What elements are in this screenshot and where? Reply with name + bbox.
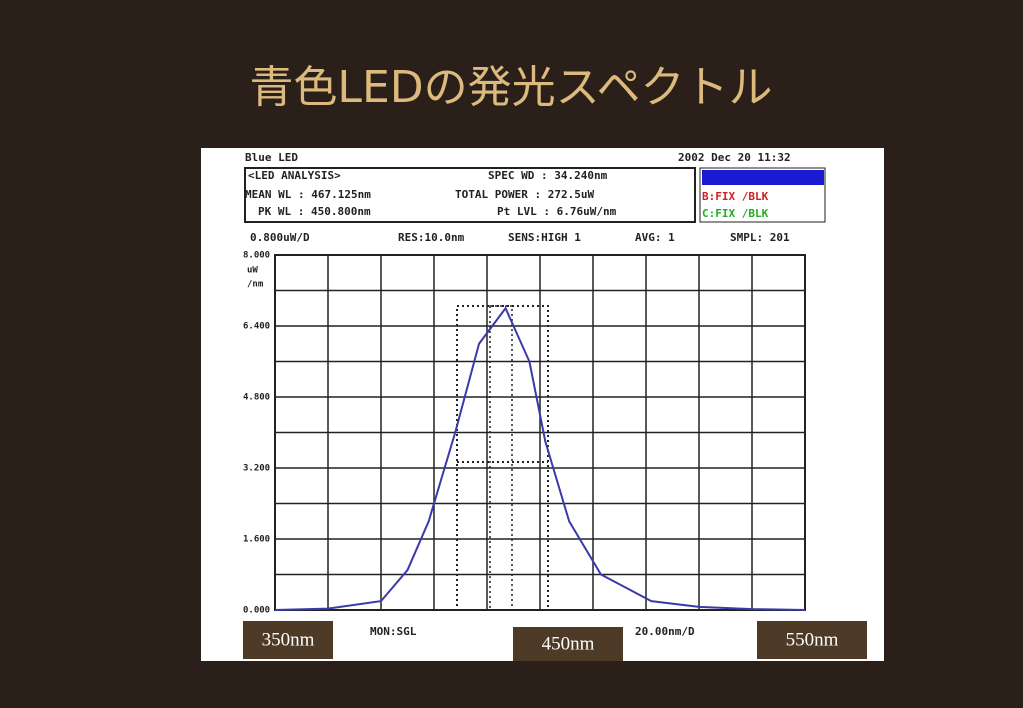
annotation: MEAN WL : 467.125nm <box>245 188 371 201</box>
grid <box>274 254 806 611</box>
annotation: RES:10.0nm <box>398 231 465 244</box>
annotation: 2002 Dec 20 11:32 <box>678 151 791 164</box>
y-axis-label: /nm <box>247 280 264 290</box>
annotation: MON:SGL <box>370 625 417 638</box>
annotation: Pt LVL : 6.76uW/nm <box>497 205 617 218</box>
axis-note-box <box>243 621 333 659</box>
y-tick-label: 0.000 <box>243 606 270 616</box>
axis-note: 450nm <box>542 633 595 654</box>
y-tick-label: 4.800 <box>243 393 270 403</box>
screenshot <box>201 148 884 661</box>
axis-note-box <box>757 621 867 659</box>
y-tick-label: 3.200 <box>243 464 270 474</box>
spectrum-line <box>274 306 806 611</box>
annotation: TOTAL POWER : 272.5uW <box>455 188 594 201</box>
axis-note: 350nm <box>262 629 315 650</box>
annotation: 0.800uW/D <box>250 231 310 244</box>
annotation: <LED ANALYSIS> <box>248 169 341 182</box>
y-axis-label: uW <box>247 266 258 276</box>
annotation: Blue LED <box>245 151 298 164</box>
annotation: PK WL : 450.800nm <box>258 205 371 218</box>
marks <box>274 306 806 611</box>
y-tick-label: 6.400 <box>243 322 270 332</box>
y-tick-label: 8.000 <box>243 251 270 261</box>
axis-note-box <box>513 627 623 661</box>
annotation: SPEC WD : 34.240nm <box>488 169 608 182</box>
annotation: AVG: 1 <box>635 231 675 244</box>
legend-swatch <box>702 170 824 185</box>
annotation: B:FIX /BLK <box>702 190 769 203</box>
annotation: C:FIX /BLK <box>702 207 769 220</box>
y-tick-label: 1.600 <box>243 535 270 545</box>
annotation: SMPL: 201 <box>730 231 790 244</box>
legend-box <box>699 167 826 223</box>
annotation: SENS:HIGH 1 <box>508 231 581 244</box>
annotation: 20.00nm/D <box>635 625 695 638</box>
slide-title: 青色LEDの発光スペクトル <box>249 62 772 113</box>
axis-note: 550nm <box>786 629 839 650</box>
info-box <box>244 167 696 223</box>
